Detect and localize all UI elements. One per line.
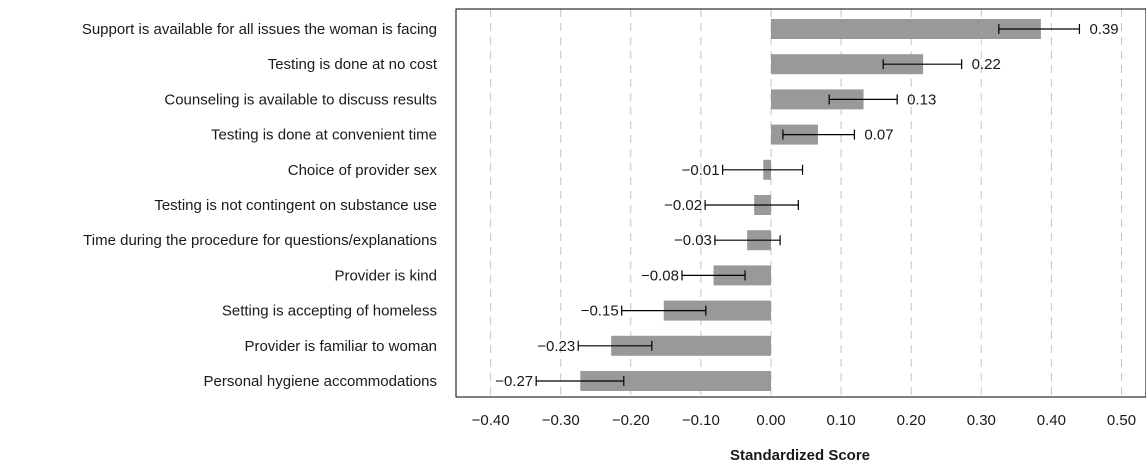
category-label: Testing is done at convenient time <box>211 127 437 144</box>
category-label: Choice of provider sex <box>288 162 438 179</box>
category-label: Provider is kind <box>334 267 437 284</box>
x-tick-label: 0.00 <box>756 412 785 429</box>
data-label: −0.23 <box>537 338 575 355</box>
data-label: 0.13 <box>907 91 936 108</box>
x-tick-label: 0.20 <box>897 412 926 429</box>
x-axis-title: Standardized Score <box>730 447 870 464</box>
data-labels: 0.39 0.22 0.13 0.07 −0.01 −0.02 −0.03 −0.08 −0.1… <box>495 21 1118 390</box>
category-label: Personal hygiene accommodations <box>204 373 437 390</box>
x-tick-label: 0.10 <box>826 412 855 429</box>
category-label: Setting is accepting of homeless <box>222 303 437 320</box>
category-label: Testing is not contingent on substance u… <box>154 197 437 214</box>
error-bars <box>536 24 1079 386</box>
data-label: −0.08 <box>641 267 679 284</box>
category-labels: Support is available for all issues the … <box>82 21 438 390</box>
data-label: −0.01 <box>682 162 720 179</box>
data-label: −0.27 <box>495 373 533 390</box>
bars <box>580 19 1041 391</box>
data-label: −0.03 <box>674 232 712 249</box>
x-tick-label: −0.40 <box>472 412 510 429</box>
x-tick-labels: −0.40 −0.30 −0.20 −0.10 0.00 0.10 0.20 0.30 0.40… <box>472 412 1136 429</box>
category-label: Provider is familiar to woman <box>244 338 437 355</box>
category-label: Testing is done at no cost <box>268 56 438 73</box>
data-label: −0.02 <box>664 197 702 214</box>
category-label: Counseling is available to discuss resul… <box>164 91 437 108</box>
category-label: Time during the procedure for questions/… <box>83 232 437 249</box>
data-label: −0.15 <box>581 303 619 320</box>
x-tick-label: 0.50 <box>1107 412 1136 429</box>
x-tick-label: −0.30 <box>542 412 580 429</box>
category-label: Support is available for all issues the … <box>82 21 437 38</box>
x-tick-label: 0.40 <box>1037 412 1066 429</box>
data-label: 0.22 <box>972 56 1001 73</box>
data-label: 0.07 <box>864 127 893 144</box>
x-tick-label: −0.10 <box>682 412 720 429</box>
data-label: 0.39 <box>1089 21 1118 38</box>
x-tick-label: −0.20 <box>612 412 650 429</box>
x-tick-label: 0.30 <box>967 412 996 429</box>
